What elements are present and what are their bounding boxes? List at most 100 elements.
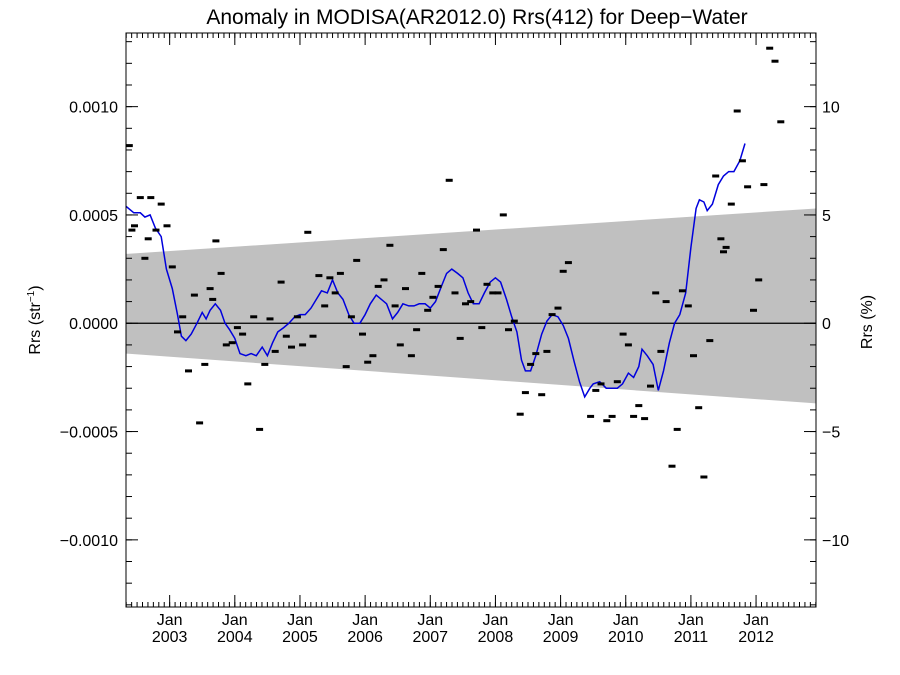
data-point [760,183,768,187]
data-point [722,245,730,249]
y-axis-left: 0.0010 0.0005 0.0000 −0.0005 −0.0010 [60,41,138,606]
data-point [652,291,660,295]
data-point [233,326,241,330]
x-tick-month: Jan [483,612,509,629]
y-tick-label-right: 5 [822,208,831,225]
data-point [777,120,785,124]
data-point [613,380,621,384]
data-point [418,271,426,275]
data-point [369,354,377,358]
data-point [619,332,627,336]
data-point [380,278,388,282]
data-point [548,313,556,317]
data-point [342,365,350,369]
data-point [717,237,725,241]
y-axis-right-label: Rrs (%) [859,295,876,349]
data-point [750,308,757,312]
y-axis-right: 10 5 0 −5 −10 [804,41,849,606]
data-point [755,278,763,282]
x-tick-month: Jan [157,612,183,629]
y-tick-label-right: 10 [822,100,840,117]
data-point [125,144,133,148]
x-tick-year: 2007 [412,629,448,646]
data-point [402,287,409,291]
x-tick-year: 2004 [217,629,253,646]
data-point [228,341,236,345]
data-point [309,334,317,338]
data-point [608,414,616,418]
data-point [695,406,703,410]
data-point [597,382,605,386]
data-point [179,315,187,319]
data-point [647,384,654,388]
data-point [424,308,432,312]
x-tick-month: Jan [548,612,574,629]
plot-area [125,32,817,608]
x-tick-month: Jan [743,612,769,629]
data-point [445,178,453,182]
data-point [136,196,144,200]
data-point [467,300,475,304]
data-point [163,224,171,228]
data-point [684,304,692,308]
x-tick-year: 2006 [347,629,383,646]
data-point [592,388,600,392]
data-point [662,300,670,304]
data-point [516,412,524,416]
data-point [434,284,442,288]
chart-title: Anomaly in MODISA(AR2012.0) Rrs(412) for… [206,6,747,29]
data-point [510,319,518,323]
data-point [673,427,681,431]
x-tick-year: 2003 [152,629,188,646]
data-point [131,224,138,228]
plot-frame [125,32,817,608]
data-point [293,315,301,319]
data-point [499,213,507,217]
data-point [635,404,643,408]
data-point [144,237,152,241]
data-point [641,417,649,421]
data-point [587,414,595,418]
y-tick-label-left: 0.0000 [69,316,118,333]
data-point [256,427,264,431]
y-axis-left-label-sup: −1 [26,290,37,302]
data-point [766,46,774,50]
data-point [190,293,198,297]
data-point [521,391,529,395]
x-axis: Jan2003Jan2004Jan2005Jan2006Jan2007Jan20… [125,33,817,646]
x-tick-month: Jan [222,612,248,629]
data-point [266,317,274,321]
data-point [201,362,209,366]
data-point [128,228,136,232]
y-tick-label-left: 0.0010 [69,100,118,117]
data-point [277,280,285,284]
data-point [407,354,415,358]
data-point [462,302,469,306]
data-point [304,230,312,234]
data-point [374,284,382,288]
monthly-points [125,46,785,479]
data-point [559,269,567,273]
data-point [222,343,230,347]
data-point [282,334,290,338]
data-point [712,174,720,178]
data-point [326,276,334,280]
data-point [771,59,779,63]
data-point [538,393,546,397]
data-point [543,349,551,353]
y-axis-left-label-main: Rrs (str [27,301,44,354]
data-point [527,362,535,366]
data-point [451,291,459,295]
data-point [603,419,611,423]
data-point [473,228,480,232]
data-point [624,343,632,347]
data-point [321,304,329,308]
x-tick-year: 2008 [478,629,514,646]
x-tick-year: 2011 [674,629,709,646]
data-point [174,330,181,334]
data-point [331,291,339,295]
data-point [706,339,714,343]
data-point [185,369,192,373]
data-point [657,349,665,353]
